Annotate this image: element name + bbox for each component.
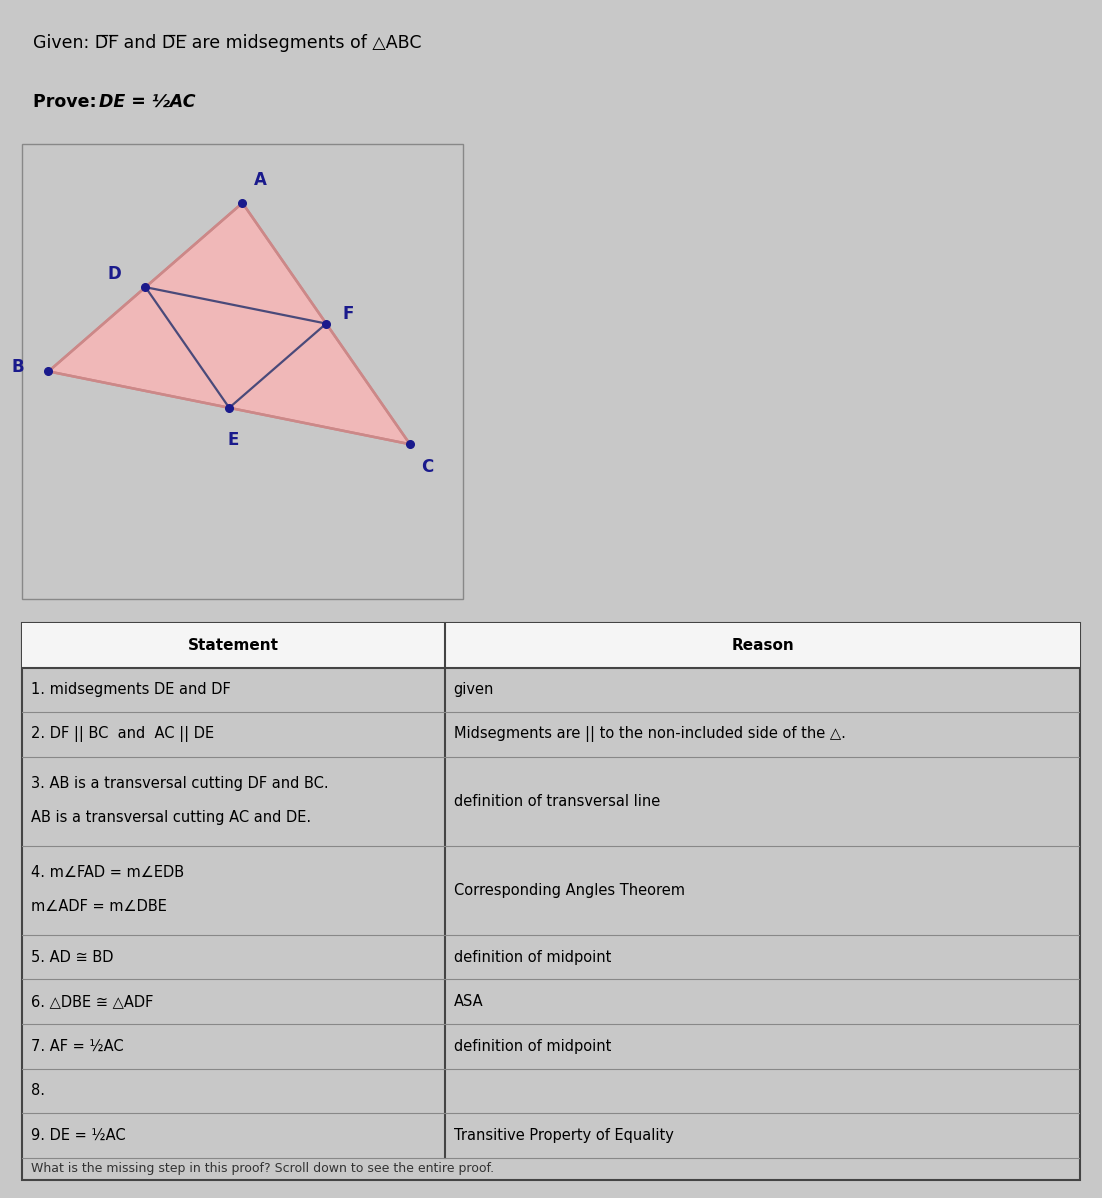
Bar: [22, 623, 1080, 667]
Text: Transitive Property of Equality: Transitive Property of Equality: [454, 1129, 673, 1143]
Text: D: D: [108, 265, 121, 283]
Text: 3. AB is a transversal cutting DF and BC.: 3. AB is a transversal cutting DF and BC…: [31, 776, 328, 791]
Text: Reason: Reason: [732, 637, 793, 653]
Text: What is the missing step in this proof? Scroll down to see the entire proof.: What is the missing step in this proof? …: [31, 1162, 494, 1175]
Text: given: given: [454, 683, 494, 697]
Text: Prove:: Prove:: [33, 93, 102, 111]
Text: 9. DE = ½AC: 9. DE = ½AC: [31, 1129, 126, 1143]
Text: definition of midpoint: definition of midpoint: [454, 1039, 611, 1054]
Text: Statement: Statement: [188, 637, 279, 653]
Text: 6. △DBE ≅ △ADF: 6. △DBE ≅ △ADF: [31, 994, 153, 1009]
Text: 1. midsegments DE and DF: 1. midsegments DE and DF: [31, 683, 230, 697]
Text: F: F: [343, 305, 354, 323]
Text: Midsegments are || to the non-included side of the △.: Midsegments are || to the non-included s…: [454, 726, 845, 743]
Text: Corresponding Angles Theorem: Corresponding Angles Theorem: [454, 883, 684, 897]
Text: definition of midpoint: definition of midpoint: [454, 950, 611, 964]
Text: 4. m∠FAD = m∠EDB: 4. m∠FAD = m∠EDB: [31, 865, 184, 881]
Text: 5. AD ≅ BD: 5. AD ≅ BD: [31, 950, 114, 964]
Text: 2. DF || BC  and  AC || DE: 2. DF || BC and AC || DE: [31, 726, 214, 743]
Text: 7. AF = ½AC: 7. AF = ½AC: [31, 1039, 123, 1054]
Text: 8.: 8.: [31, 1083, 44, 1099]
Text: DE = ½AC: DE = ½AC: [99, 93, 196, 111]
Text: B: B: [11, 358, 24, 376]
Text: E: E: [228, 430, 239, 449]
Text: Given: D̅F̅ and D̅E̅ are midsegments of △ABC: Given: D̅F̅ and D̅E̅ are midsegments of …: [33, 34, 421, 52]
Polygon shape: [48, 202, 410, 444]
Text: A: A: [253, 171, 267, 189]
Text: C: C: [421, 458, 434, 476]
Text: AB is a transversal cutting AC and DE.: AB is a transversal cutting AC and DE.: [31, 810, 311, 824]
Text: definition of transversal line: definition of transversal line: [454, 794, 660, 809]
Text: ASA: ASA: [454, 994, 484, 1009]
Text: m∠ADF = m∠DBE: m∠ADF = m∠DBE: [31, 898, 166, 914]
